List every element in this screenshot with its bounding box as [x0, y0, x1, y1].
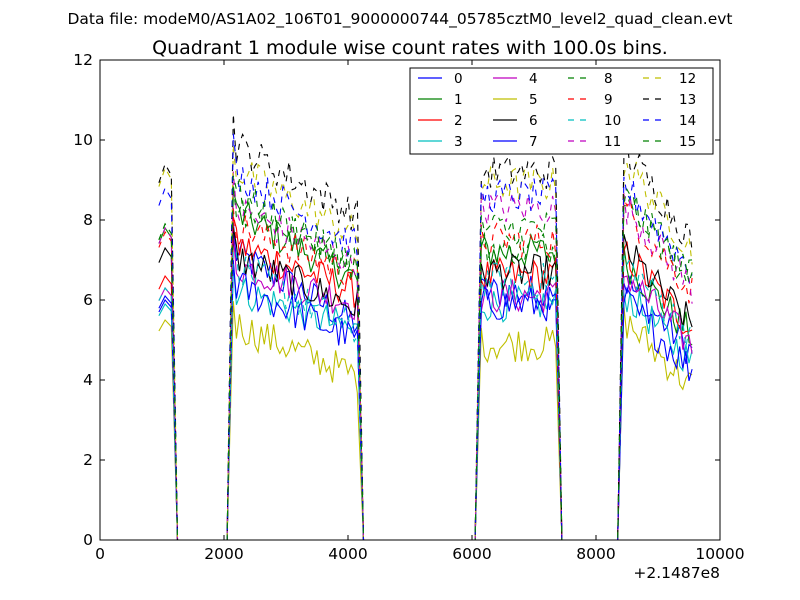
legend-label: 7 — [529, 134, 538, 150]
legend-label: 0 — [454, 71, 463, 87]
x-offset-label: +2.1487e8 — [633, 564, 720, 582]
y-tick-label: 10 — [73, 131, 93, 149]
x-tick-label: 4000 — [328, 545, 367, 563]
x-tick-label: 2000 — [204, 545, 243, 563]
legend-label: 8 — [604, 71, 613, 87]
legend-label: 13 — [679, 92, 696, 108]
series-line-11 — [158, 171, 693, 541]
series-line-10 — [158, 248, 693, 541]
chart-title: Quadrant 1 module wise count rates with … — [152, 37, 668, 59]
legend-label: 10 — [604, 113, 621, 129]
series-line-9 — [158, 198, 693, 541]
legend-label: 1 — [454, 92, 463, 108]
legend-label: 2 — [454, 113, 463, 129]
legend-box — [409, 67, 714, 155]
y-tick-label: 8 — [83, 211, 93, 229]
legend-label: 4 — [529, 71, 538, 87]
y-tick-label: 6 — [83, 291, 93, 309]
legend-label: 9 — [604, 92, 613, 108]
y-tick-label: 2 — [83, 451, 93, 469]
legend-label: 6 — [529, 113, 538, 129]
data-file-label: Data file: modeM0/AS1A02_106T01_90000007… — [67, 10, 732, 29]
legend-label: 11 — [604, 134, 621, 150]
legend-label: 5 — [529, 92, 538, 108]
x-tick-label: 8000 — [576, 545, 615, 563]
y-tick-label: 0 — [83, 531, 93, 549]
x-tick-label: 10000 — [695, 545, 744, 563]
legend-label: 3 — [454, 134, 463, 150]
x-tick-label: 6000 — [452, 545, 491, 563]
legend-label: 12 — [679, 71, 696, 87]
x-tick-label: 0 — [95, 545, 105, 563]
legend-label: 15 — [679, 134, 696, 150]
y-tick-label: 4 — [83, 371, 93, 389]
y-tick-label: 12 — [73, 51, 93, 69]
legend-label: 14 — [679, 113, 696, 129]
